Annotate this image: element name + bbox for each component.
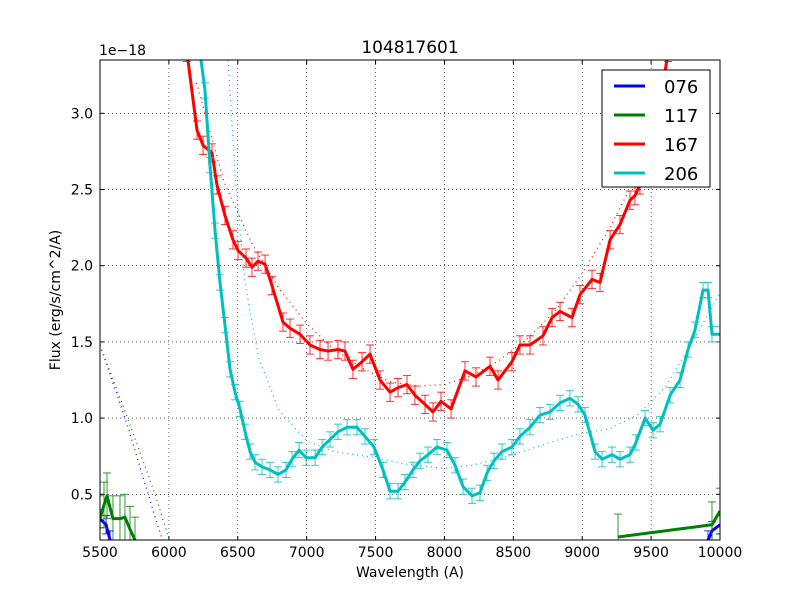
x-tick-label: 6500: [220, 545, 256, 561]
plot-area: [100, 60, 720, 540]
y-offset-label: 1e−18: [99, 43, 146, 59]
legend: 076 117 167 206: [601, 69, 711, 188]
x-tick-label: 7500: [358, 545, 394, 561]
y-tick-label: 0.5: [71, 487, 93, 503]
x-axis-label: Wavelength (A): [356, 565, 464, 581]
y-tick-label: 1.5: [71, 335, 93, 351]
series-line-206: [199, 60, 720, 498]
fit-line-167: [195, 82, 666, 387]
y-tick-label: 1.0: [71, 411, 93, 427]
x-tick-label: 8000: [427, 545, 463, 561]
x-tick-label: 9500: [633, 545, 669, 561]
series-line-076: [100, 517, 112, 540]
y-tick-label: 2.0: [71, 259, 93, 275]
series-line-167: [186, 60, 669, 414]
y-tick-label: 3.0: [71, 106, 93, 122]
legend-label-076: 076: [664, 77, 698, 98]
series-line-117: [617, 510, 720, 539]
axis-ticks: 5500 6000 6500 7000 7500 8000 8500 9000 9500 1000…: [71, 60, 743, 561]
chart-title: 104817601: [361, 38, 458, 58]
y-axis-label: Flux (erg/s/cm^2/A): [48, 230, 64, 370]
axes-frame: [99, 59, 721, 541]
x-tick-label: 6000: [151, 545, 187, 561]
legend-label-167: 167: [664, 135, 698, 156]
x-tick-label: 7000: [289, 545, 325, 561]
legend-label-117: 117: [664, 106, 698, 127]
series-line-117: [100, 494, 137, 540]
y-tick-label: 2.5: [71, 183, 93, 199]
x-tick-label: 9000: [564, 545, 600, 561]
legend-label-206: 206: [664, 164, 698, 185]
x-tick-label: 10000: [698, 545, 743, 561]
x-tick-label: 5500: [82, 545, 118, 561]
x-tick-label: 8500: [496, 545, 532, 561]
